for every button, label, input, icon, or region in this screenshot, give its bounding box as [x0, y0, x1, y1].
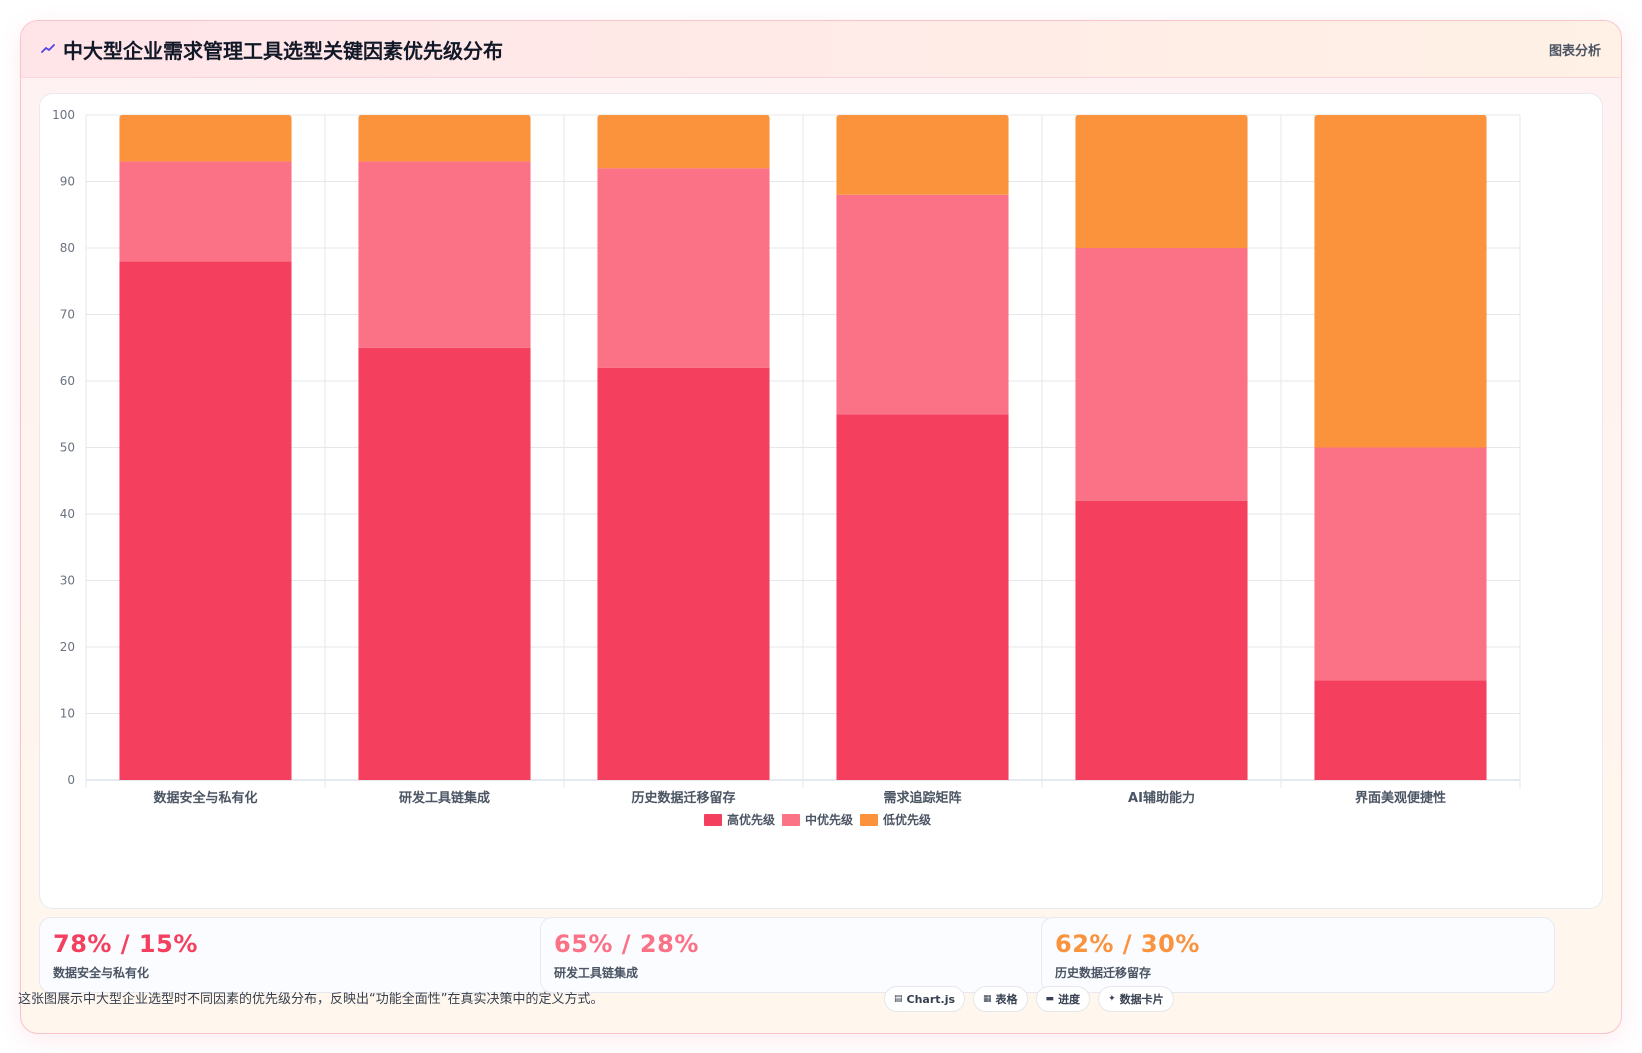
- bar-segment-mid: [1075, 248, 1248, 501]
- x-tick-label: 界面美观便捷性: [1355, 790, 1446, 806]
- tech-chips: ▤ Chart.js ▦ 表格 ▬ 进度 ✦ 数据卡片: [884, 986, 1174, 1012]
- bar-segment-high: [119, 261, 292, 780]
- legend-label: 高优先级: [727, 812, 775, 827]
- card-header: 中大型企业需求管理工具选型关键因素优先级分布 图表分析: [21, 21, 1621, 78]
- x-tick-label: AI辅助能力: [1128, 790, 1195, 806]
- bar-segment-low: [358, 115, 531, 162]
- y-tick-label: 50: [60, 441, 75, 455]
- bar-segment-low: [1075, 115, 1248, 248]
- y-tick-label: 90: [60, 175, 75, 189]
- bar-segment-mid: [597, 168, 770, 368]
- bar-segment-high: [1314, 680, 1487, 780]
- stat-value: 62% / 30%: [1055, 930, 1200, 958]
- y-tick-label: 70: [60, 308, 75, 322]
- bar-segment-mid: [836, 194, 1009, 415]
- bar-segment-high: [358, 347, 531, 780]
- progress-icon: ▬: [1045, 994, 1055, 1004]
- chart-panel: 0 10 20 30 40 50 60 70 80 90 100 数据安全与私有化 研发工具链集成 历史数…: [39, 93, 1603, 909]
- chip-data-card[interactable]: ✦ 数据卡片: [1098, 986, 1174, 1012]
- stat-card-1: 78% / 15% 数据安全与私有化: [39, 917, 553, 993]
- legend-swatch: [704, 814, 722, 826]
- stat-card-3: 62% / 30% 历史数据迁移留存: [1041, 917, 1555, 993]
- chip-label: 数据卡片: [1119, 993, 1164, 1006]
- chart-card: 中大型企业需求管理工具选型关键因素优先级分布 图表分析 0 10 20 30 40 50 6…: [20, 20, 1622, 1034]
- x-tick-label: 研发工具链集成: [399, 790, 490, 806]
- x-tick-label: 历史数据迁移留存: [631, 790, 735, 806]
- legend-swatch: [782, 814, 800, 826]
- sparkle-icon: ✦: [1108, 994, 1116, 1004]
- legend-label: 低优先级: [882, 812, 931, 827]
- bar-segment-low: [1314, 115, 1487, 448]
- stat-value: 78% / 15%: [53, 930, 198, 958]
- chip-progress[interactable]: ▬ 进度: [1035, 986, 1091, 1012]
- y-tick-label: 30: [60, 574, 75, 588]
- x-tick-label: 数据安全与私有化: [153, 790, 257, 806]
- bar-segment-high: [597, 367, 770, 780]
- y-tick-label: 100: [52, 108, 75, 122]
- table-icon: ▦: [983, 994, 992, 1004]
- stacked-bar-chart: 0 10 20 30 40 50 60 70 80 90 100 数据安全与私有化 研发工具链集成 历史数…: [52, 108, 1521, 827]
- header-tag: 图表分析: [1548, 44, 1601, 59]
- y-tick-label: 10: [60, 707, 75, 721]
- chip-label: Chart.js: [906, 992, 956, 1006]
- bar-segment-mid: [1314, 447, 1487, 681]
- bar-segment-low: [119, 115, 292, 162]
- legend-swatch: [860, 814, 878, 826]
- trend-icon: [41, 44, 55, 53]
- stat-value: 65% / 28%: [554, 930, 699, 958]
- y-tick-label: 80: [60, 241, 75, 255]
- stat-card-2: 65% / 28% 研发工具链集成: [540, 917, 1054, 993]
- chip-table[interactable]: ▦ 表格: [973, 986, 1028, 1012]
- y-tick-label: 0: [67, 773, 75, 787]
- stat-label: 历史数据迁移留存: [1055, 966, 1152, 980]
- bar-segment-low: [836, 115, 1009, 195]
- bar-segment-mid: [358, 161, 531, 348]
- bar-segment-high: [1075, 500, 1248, 780]
- y-tick-label: 60: [60, 374, 75, 388]
- legend-label: 中优先级: [805, 812, 853, 827]
- chart-icon: ▤: [894, 994, 903, 1004]
- bar-segment-low: [597, 115, 770, 169]
- stat-label: 数据安全与私有化: [53, 966, 150, 980]
- bar-segment-mid: [119, 161, 292, 262]
- bar-segment-high: [836, 414, 1009, 780]
- x-tick-label: 需求追踪矩阵: [883, 790, 961, 806]
- chip-label: 表格: [995, 993, 1018, 1006]
- chart-footnote: 这张图展示中大型企业选型时不同因素的优先级分布，反映出“功能全面性”在真实决策中…: [18, 992, 604, 1007]
- y-tick-label: 40: [60, 507, 75, 521]
- chip-chartjs[interactable]: ▤ Chart.js: [884, 986, 966, 1012]
- page-title: 中大型企业需求管理工具选型关键因素优先级分布: [63, 39, 503, 63]
- stat-label: 研发工具链集成: [554, 966, 639, 980]
- chip-label: 进度: [1058, 993, 1081, 1006]
- y-tick-label: 20: [60, 640, 75, 654]
